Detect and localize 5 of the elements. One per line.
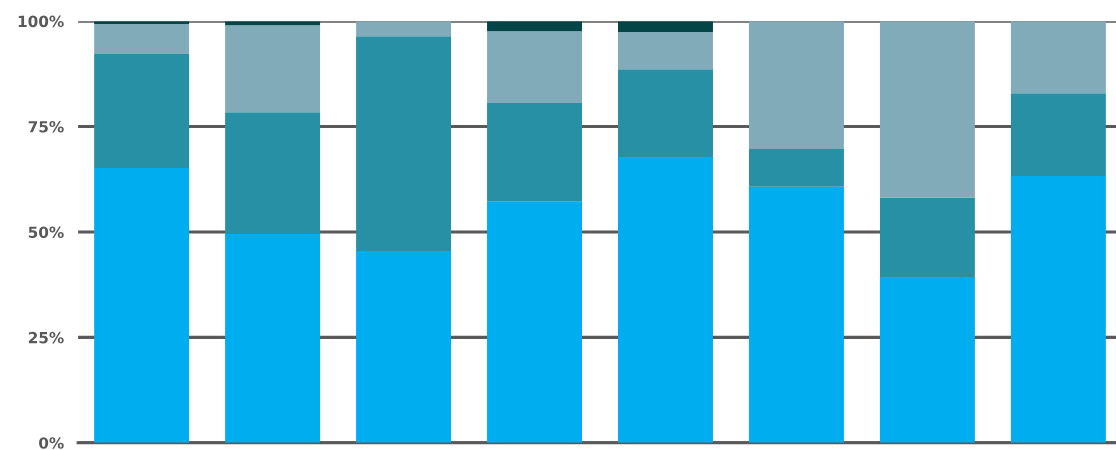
y-tick-label: 25% — [28, 331, 64, 344]
y-tick-label: 0% — [39, 437, 64, 449]
y-tick-label: 75% — [28, 121, 64, 133]
y-tick-label: 100% — [18, 15, 64, 28]
y-tick-label: 50% — [28, 226, 64, 238]
